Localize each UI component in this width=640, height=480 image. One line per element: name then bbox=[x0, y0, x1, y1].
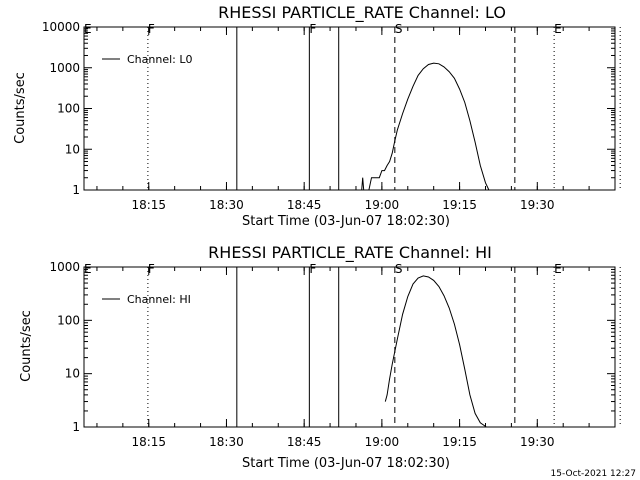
plot-frame-hi bbox=[83, 266, 616, 428]
x-axis-label-lo: Start Time (03-Jun-07 18:02:30) bbox=[242, 214, 450, 229]
x-tick-label-19-00: 19:00 bbox=[365, 435, 400, 449]
flag-label-e: E bbox=[554, 22, 562, 36]
y-tick-label-1: 1 bbox=[72, 183, 80, 197]
x-tick-label-19-15: 19:15 bbox=[442, 198, 477, 212]
flag-label-e: E bbox=[554, 262, 562, 276]
x-tick-label-18-30: 18:30 bbox=[209, 198, 244, 212]
x-tick-label-19-30: 19:30 bbox=[520, 198, 555, 212]
plot-frame-lo bbox=[83, 26, 616, 191]
flag-label-e: E bbox=[84, 22, 92, 36]
flag-label-s: S bbox=[395, 262, 403, 276]
legend-label-lo: Channel: L0 bbox=[127, 53, 193, 66]
flag-label-e: E bbox=[84, 262, 92, 276]
plot-area-hi: 18:15 18:30 18:45 19:00 19:15 19:30 1 10 100 1000… bbox=[49, 260, 621, 449]
x-tick-label-18-15: 18:15 bbox=[131, 435, 166, 449]
y-tick-label-1000: 1000 bbox=[49, 61, 80, 75]
y-tick-label-10000: 10000 bbox=[42, 20, 80, 34]
panel-lo: RHESSI PARTICLE_RATE Channel: LO Counts/… bbox=[13, 3, 621, 229]
footer-timestamp: 15-Oct-2021 12:27 bbox=[551, 469, 636, 479]
y-tick-label-10: 10 bbox=[65, 142, 80, 156]
y-tick-label-100: 100 bbox=[57, 102, 80, 116]
y-tick-label-100: 100 bbox=[57, 313, 80, 327]
y-axis-label-hi: Counts/sec bbox=[19, 310, 34, 382]
y-tick-label-1: 1 bbox=[72, 420, 80, 434]
series-line-channel-hi bbox=[384, 275, 487, 428]
y-tick-label-10: 10 bbox=[65, 367, 80, 381]
plot-area-lo: 18:15 18:30 18:45 19:00 19:15 19:30 1 10 100 1000… bbox=[42, 20, 621, 212]
chart-title-lo: RHESSI PARTICLE_RATE Channel: LO bbox=[218, 3, 506, 23]
panel-hi: RHESSI PARTICLE_RATE Channel: HI Counts/… bbox=[19, 243, 621, 471]
flag-label-f: F bbox=[309, 262, 316, 276]
y-axis-label-lo: Counts/sec bbox=[13, 72, 28, 144]
legend-label-hi: Channel: HI bbox=[127, 293, 191, 306]
y-tick-label-1000: 1000 bbox=[49, 260, 80, 274]
flag-label-f: F bbox=[309, 22, 316, 36]
x-tick-label-19-00: 19:00 bbox=[365, 198, 400, 212]
x-axis-label-hi: Start Time (03-Jun-07 18:02:30) bbox=[242, 456, 450, 471]
flag-label-s: S bbox=[395, 22, 403, 36]
x-tick-label-18-15: 18:15 bbox=[131, 198, 166, 212]
chart-title-hi: RHESSI PARTICLE_RATE Channel: HI bbox=[208, 243, 492, 263]
flag-label-f: F bbox=[148, 262, 155, 276]
flag-label-f: F bbox=[148, 22, 155, 36]
x-tick-label-18-45: 18:45 bbox=[287, 435, 322, 449]
x-tick-label-18-45: 18:45 bbox=[287, 198, 322, 212]
x-tick-label-18-30: 18:30 bbox=[209, 435, 244, 449]
series-line-channel-l0 bbox=[361, 62, 490, 191]
x-tick-label-19-30: 19:30 bbox=[520, 435, 555, 449]
x-tick-label-19-15: 19:15 bbox=[442, 435, 477, 449]
